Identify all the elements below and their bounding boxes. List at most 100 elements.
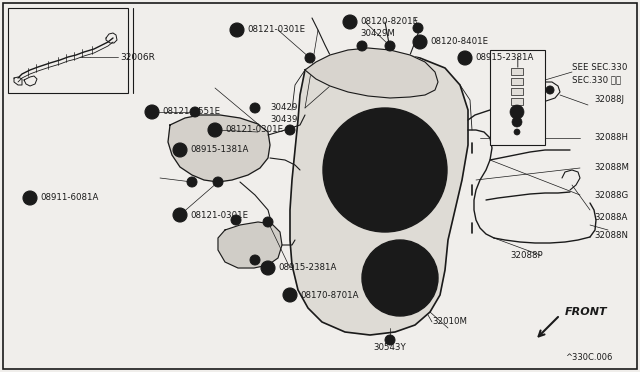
Text: 08120-8201E: 08120-8201E: [360, 17, 418, 26]
Text: 30439: 30439: [271, 115, 298, 125]
Circle shape: [250, 103, 260, 113]
Circle shape: [413, 35, 427, 49]
Text: 32006R: 32006R: [120, 52, 155, 61]
Text: B: B: [234, 26, 240, 35]
Circle shape: [514, 129, 520, 135]
Circle shape: [388, 44, 392, 48]
Circle shape: [510, 105, 524, 119]
Text: B: B: [212, 125, 218, 135]
Circle shape: [308, 56, 312, 60]
Text: W: W: [461, 54, 469, 62]
Circle shape: [266, 220, 270, 224]
Circle shape: [413, 23, 423, 33]
FancyBboxPatch shape: [511, 68, 523, 75]
Text: 08120-8401E: 08120-8401E: [430, 38, 488, 46]
Circle shape: [234, 218, 238, 222]
Circle shape: [230, 23, 244, 37]
Text: ^330C.006: ^330C.006: [565, 353, 612, 362]
Circle shape: [385, 41, 395, 51]
Circle shape: [360, 44, 364, 48]
Circle shape: [190, 107, 200, 117]
Text: 32088M: 32088M: [594, 164, 629, 173]
Text: 32088P: 32088P: [510, 250, 543, 260]
Circle shape: [285, 125, 295, 135]
Circle shape: [213, 177, 223, 187]
Circle shape: [231, 215, 241, 225]
Polygon shape: [290, 52, 468, 335]
FancyBboxPatch shape: [490, 50, 545, 145]
Text: 08121-0301E: 08121-0301E: [247, 26, 305, 35]
Circle shape: [261, 261, 275, 275]
FancyBboxPatch shape: [8, 8, 128, 93]
Circle shape: [386, 264, 414, 292]
Circle shape: [190, 180, 194, 184]
Circle shape: [23, 191, 37, 205]
FancyBboxPatch shape: [3, 3, 637, 369]
Text: 32088J: 32088J: [594, 96, 624, 105]
Text: 30429M: 30429M: [360, 29, 395, 38]
Circle shape: [253, 106, 257, 110]
Text: SEE SEC.330: SEE SEC.330: [572, 64, 627, 73]
Circle shape: [283, 288, 297, 302]
Text: N: N: [27, 193, 33, 202]
Circle shape: [208, 123, 222, 137]
Circle shape: [337, 122, 433, 218]
Circle shape: [416, 26, 420, 30]
FancyBboxPatch shape: [511, 88, 523, 95]
Text: 08915-2381A: 08915-2381A: [475, 54, 533, 62]
Text: 08170-8701A: 08170-8701A: [300, 291, 358, 299]
Circle shape: [193, 110, 197, 114]
Circle shape: [374, 252, 426, 304]
Circle shape: [216, 180, 220, 184]
Text: 32010M: 32010M: [432, 317, 467, 327]
Circle shape: [546, 86, 554, 94]
Circle shape: [323, 108, 447, 232]
Polygon shape: [168, 115, 270, 182]
Circle shape: [250, 255, 260, 265]
Text: 30429: 30429: [271, 103, 298, 112]
Circle shape: [253, 258, 257, 262]
Circle shape: [362, 240, 438, 316]
Text: W: W: [176, 145, 184, 154]
Circle shape: [288, 128, 292, 132]
Text: 08915-2381A: 08915-2381A: [278, 263, 337, 273]
Circle shape: [355, 140, 415, 200]
Circle shape: [370, 155, 400, 185]
Circle shape: [512, 117, 522, 127]
Text: B: B: [347, 17, 353, 26]
Circle shape: [145, 105, 159, 119]
Text: 08911-6081A: 08911-6081A: [40, 193, 99, 202]
Text: 08915-1381A: 08915-1381A: [190, 145, 248, 154]
Polygon shape: [218, 222, 282, 268]
Text: |: |: [515, 57, 519, 67]
Circle shape: [173, 143, 187, 157]
Text: FRONT: FRONT: [565, 307, 607, 317]
Circle shape: [458, 51, 472, 65]
Circle shape: [173, 208, 187, 222]
Text: 32088G: 32088G: [594, 190, 628, 199]
Circle shape: [187, 177, 197, 187]
Text: B: B: [417, 38, 423, 46]
FancyBboxPatch shape: [511, 78, 523, 85]
Circle shape: [305, 53, 315, 63]
Text: 32088A: 32088A: [594, 214, 627, 222]
Text: 30543Y: 30543Y: [374, 343, 406, 353]
Text: W: W: [264, 263, 272, 273]
Text: 08121-0301E: 08121-0301E: [225, 125, 283, 135]
FancyBboxPatch shape: [511, 98, 523, 105]
Text: B: B: [149, 108, 155, 116]
Circle shape: [357, 41, 367, 51]
Circle shape: [525, 102, 535, 112]
Text: B: B: [177, 211, 183, 219]
Circle shape: [343, 15, 357, 29]
Polygon shape: [305, 48, 438, 98]
Circle shape: [263, 217, 273, 227]
Text: 32088H: 32088H: [594, 134, 628, 142]
Text: SEC.330 参图: SEC.330 参图: [572, 76, 621, 84]
Circle shape: [388, 338, 392, 342]
Circle shape: [385, 335, 395, 345]
Text: 32088N: 32088N: [594, 231, 628, 240]
Text: 08121-0301E: 08121-0301E: [190, 211, 248, 219]
Text: B: B: [287, 291, 293, 299]
Text: 08121-0551E: 08121-0551E: [162, 108, 220, 116]
